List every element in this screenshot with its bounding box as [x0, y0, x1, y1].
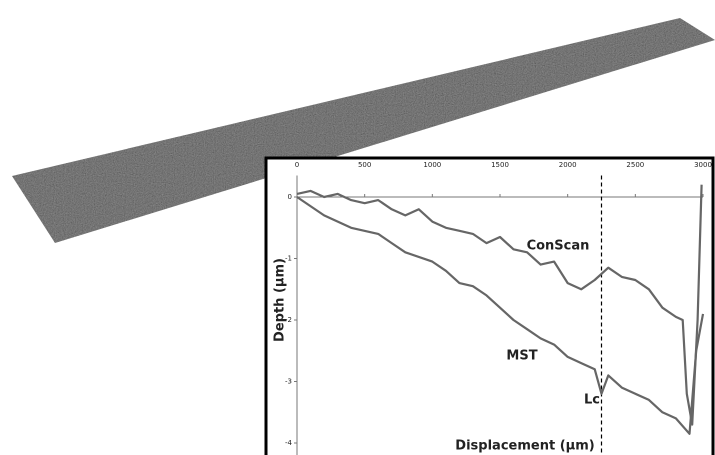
x-tick-label: 1500: [491, 161, 509, 169]
x-tick-label: 500: [358, 161, 371, 169]
annotation: Lc: [584, 393, 600, 408]
x-tick-label: 1000: [423, 161, 441, 169]
y-tick-label: -1: [285, 255, 292, 263]
y-tick-label: 0: [288, 193, 292, 201]
x-tick-label: 2500: [626, 161, 644, 169]
y-tick-label: -3: [285, 378, 292, 386]
x-axis-label: Displacement (µm): [455, 439, 594, 454]
y-axis-label: Depth (µm): [273, 258, 288, 342]
y-tick-label: -2: [285, 316, 292, 324]
inset-frame: [266, 158, 713, 455]
y-tick-label: -4: [285, 439, 293, 447]
x-tick-label: 3000: [694, 161, 712, 169]
x-tick-label: 0: [295, 161, 299, 169]
figure: Depth (µm) Displacement (µm) ConScan MST…: [0, 0, 715, 455]
annotation: MST: [506, 349, 537, 364]
x-tick-label: 2000: [559, 161, 577, 169]
annotation: ConScan: [527, 239, 590, 254]
